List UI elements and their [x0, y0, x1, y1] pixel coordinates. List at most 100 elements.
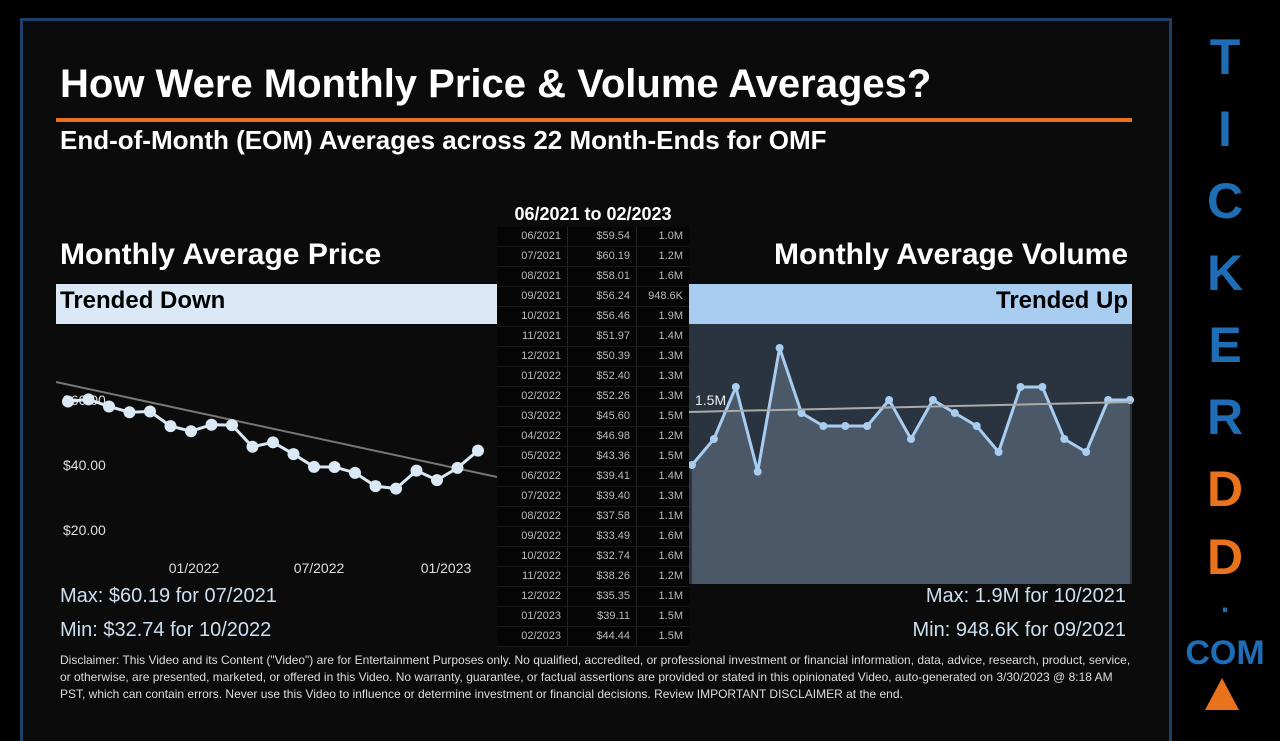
table-row: 04/2022 $46.98 1.2M: [497, 426, 689, 447]
data-point: [103, 400, 115, 413]
volume-area: [692, 348, 1130, 584]
table-row: 10/2022 $32.74 1.6M: [497, 546, 689, 567]
table-cell: $39.40: [567, 486, 637, 507]
table-cell: 1.6M: [636, 526, 689, 547]
logo-letter: D: [1206, 529, 1244, 585]
table-cell: 1.3M: [636, 346, 689, 367]
data-point: [950, 409, 959, 417]
trend-line: [55, 381, 498, 478]
data-point: [431, 474, 443, 487]
data-point: [1060, 435, 1069, 443]
table-cell: 04/2022: [497, 426, 568, 447]
table-cell: 07/2022: [497, 486, 568, 507]
price-title: Monthly Average Price: [60, 238, 382, 271]
title-divider: [56, 118, 1132, 122]
logo-letter: C: [1206, 173, 1244, 229]
table-cell: 1.3M: [636, 486, 689, 507]
data-point: [688, 461, 696, 469]
volume-min: Min: 948.6K for 09/2021: [912, 619, 1126, 641]
data-point: [287, 448, 300, 461]
data-point: [308, 460, 320, 473]
y-tick-label: $40.00: [63, 457, 106, 473]
table-row: 05/2022 $43.36 1.5M: [497, 446, 689, 467]
data-point: [328, 460, 341, 473]
table-cell: $50.39: [567, 346, 637, 367]
warning-triangle-icon: [1205, 678, 1239, 710]
data-point: [185, 425, 197, 438]
data-point: [994, 448, 1003, 456]
data-point: [144, 405, 156, 418]
table-cell: $52.40: [567, 366, 637, 387]
data-point: [369, 480, 382, 493]
data-point: [226, 419, 238, 432]
logo-letter: E: [1208, 317, 1242, 373]
table-cell: $45.60: [567, 406, 637, 427]
table-cell: $58.01: [567, 266, 637, 287]
table-row: 12/2022 $35.35 1.1M: [497, 586, 689, 607]
x-tick-label: 01/2023: [421, 560, 472, 576]
trend-line: [687, 401, 1133, 413]
table-cell: 948.6K: [636, 286, 689, 307]
y-tick-label: $20.00: [63, 522, 106, 538]
table-cell: 02/2023: [497, 626, 568, 647]
table-cell: 1.6M: [636, 266, 689, 287]
table-cell: 09/2022: [497, 526, 568, 547]
table-cell: 11/2022: [497, 566, 568, 587]
table-row: 09/2021 $56.24 948.6K: [497, 286, 689, 307]
table-cell: 06/2021: [497, 227, 568, 247]
table-cell: 01/2022: [497, 366, 568, 387]
logo-letter: .: [1220, 586, 1230, 619]
table-cell: $56.24: [567, 286, 637, 307]
table-cell: 03/2022: [497, 406, 568, 427]
table-cell: 1.4M: [636, 326, 689, 347]
data-point: [1038, 383, 1047, 391]
table-row: 11/2021 $51.97 1.4M: [497, 326, 689, 347]
data-point: [775, 344, 784, 352]
data-point: [1082, 448, 1091, 456]
table-row: 02/2022 $52.26 1.3M: [497, 386, 689, 407]
table-cell: 1.1M: [636, 506, 689, 527]
table-row: 02/2023 $44.44 1.5M: [497, 626, 689, 647]
logo-suffix: COM: [1185, 634, 1265, 672]
table-cell: $33.49: [567, 526, 637, 547]
data-point: [472, 444, 484, 457]
table-row: 07/2022 $39.40 1.3M: [497, 486, 689, 507]
table-cell: 1.3M: [636, 366, 689, 387]
table-row: 10/2021 $56.46 1.9M: [497, 306, 689, 327]
table-cell: 02/2022: [497, 386, 568, 407]
table-cell: $32.74: [567, 546, 637, 567]
data-point: [451, 461, 464, 474]
data-point: [349, 466, 361, 479]
table-cell: 07/2021: [497, 246, 568, 267]
data-point: [123, 406, 136, 419]
table-cell: 1.2M: [636, 566, 689, 587]
table-row: 01/2022 $52.40 1.3M: [497, 366, 689, 387]
data-point: [1016, 383, 1025, 391]
table-cell: 1.0M: [636, 227, 689, 247]
volume-max: Max: 1.9M for 10/2021: [925, 585, 1126, 607]
table-cell: $51.97: [567, 326, 637, 347]
subtitle: End-of-Month (EOM) Averages across 22 Mo…: [60, 125, 827, 155]
data-point: [82, 393, 95, 406]
table-cell: 1.5M: [636, 406, 689, 427]
table-row: 12/2021 $50.39 1.3M: [497, 346, 689, 367]
table-row: 11/2022 $38.26 1.2M: [497, 566, 689, 587]
x-tick-label: 01/2022: [169, 560, 220, 576]
table-cell: 1.2M: [636, 246, 689, 267]
price-trend-band: Trended Down: [56, 284, 497, 324]
table-row: 06/2022 $39.41 1.4M: [497, 466, 689, 487]
table-cell: $38.26: [567, 566, 637, 587]
table-cell: $39.41: [567, 466, 637, 487]
data-point: [928, 396, 937, 404]
table-cell: 05/2022: [497, 446, 568, 467]
data-point: [267, 436, 279, 449]
table-cell: 08/2022: [497, 506, 568, 527]
table-cell: 06/2022: [497, 466, 568, 487]
table-cell: $37.58: [567, 506, 637, 527]
table-cell: $46.98: [567, 426, 637, 447]
table-cell: 1.5M: [636, 446, 689, 467]
table-cell: 1.3M: [636, 386, 689, 407]
volume-title: Monthly Average Volume: [774, 238, 1128, 271]
data-point: [246, 440, 259, 453]
